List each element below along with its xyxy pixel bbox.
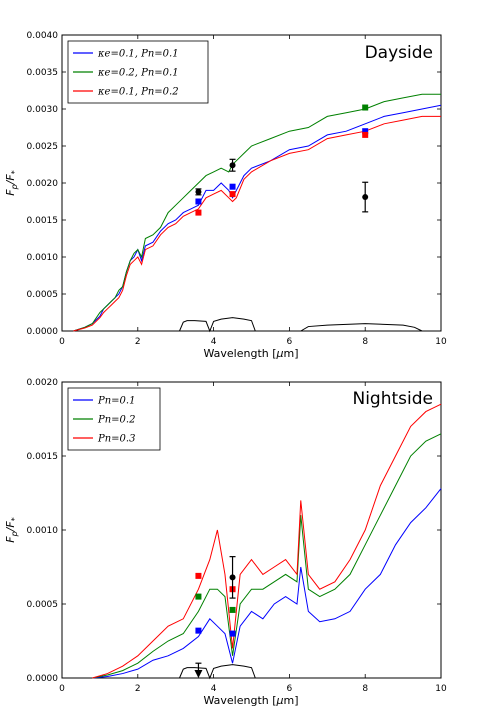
filter-response-curve	[179, 664, 256, 680]
x-tick-label: 2	[135, 684, 141, 694]
observed-point	[195, 188, 202, 195]
x-tick-label: 10	[435, 684, 447, 694]
y-tick-label: 0.0005	[27, 290, 59, 300]
model-band-point	[229, 183, 236, 190]
model-band-point	[362, 128, 369, 135]
legend-label: Pn=0.3	[97, 434, 135, 445]
nightside-series-lines	[92, 403, 442, 679]
y-tick-label: 0.0015	[27, 452, 59, 462]
model-band-point	[229, 191, 236, 198]
y-tick-label: 0.0015	[27, 216, 59, 226]
x-tick-label: 0	[59, 684, 65, 694]
y-tick-label: 0.0000	[27, 674, 59, 684]
nightside-legend: Pn=0.1 Pn=0.2 Pn=0.3	[67, 387, 161, 451]
filter-response-curve	[300, 323, 423, 332]
observed-point	[362, 194, 369, 201]
legend-label: Pn=0.1	[97, 396, 135, 407]
dayside-model-points	[195, 104, 369, 216]
y-tick-label: 0.0005	[27, 600, 59, 610]
model-band-point	[195, 627, 202, 634]
filter-response-curve	[179, 317, 256, 333]
x-tick-label: 10	[435, 337, 447, 347]
model-band-point	[362, 104, 369, 111]
series-line	[73, 115, 441, 332]
series-line	[92, 488, 442, 679]
dayside-observations	[195, 158, 369, 213]
x-tick-label: 8	[362, 684, 368, 694]
x-tick-label: 4	[211, 337, 217, 347]
nightside-title: Nightside	[352, 389, 433, 409]
nightside-ylabel: Fp/F*	[4, 517, 19, 542]
y-tick-label: 0.0030	[27, 105, 59, 115]
upper-limit-arrow-icon	[194, 670, 203, 678]
nightside-ticks: 0 2 4 6 8 10 0.0000 0.0005 0.0010 0.0015 0.0020	[27, 378, 447, 694]
model-band-point	[229, 606, 236, 613]
x-tick-label: 8	[362, 337, 368, 347]
dayside-ylabel: Fp/F*	[4, 170, 19, 195]
model-band-point	[195, 198, 202, 205]
nightside-xlabel: Wavelength [μm]	[203, 694, 298, 707]
dayside-legend: κe=0.1, Pn=0.1 κe=0.2, Pn=0.1 κe=0.1, Pn=0…	[67, 40, 209, 104]
y-tick-label: 0.0010	[27, 526, 59, 536]
nightside-filter-curves	[179, 664, 256, 680]
legend-label: κe=0.1, Pn=0.1	[97, 49, 179, 60]
model-band-point	[195, 593, 202, 600]
x-tick-label: 4	[211, 684, 217, 694]
y-tick-label: 0.0035	[27, 68, 59, 78]
y-tick-label: 0.0025	[27, 142, 59, 152]
y-tick-label: 0.0020	[27, 378, 59, 388]
y-tick-label: 0.0020	[27, 179, 59, 189]
dayside-panel: 0 2 4 6 8 10 0.0000 0.0005 0.0010 0.0015 0.0020 0.0…	[4, 31, 447, 360]
nightside-observations	[194, 556, 236, 678]
model-band-point	[195, 572, 202, 579]
x-tick-label: 6	[287, 684, 293, 694]
dayside-ticks: 0 2 4 6 8 10 0.0000 0.0005 0.0010 0.0015 0.0020 0.0…	[27, 31, 447, 347]
nightside-panel: 0 2 4 6 8 10 0.0000 0.0005 0.0010 0.0015 0.0020 Ni…	[4, 378, 447, 707]
dayside-xlabel: Wavelength [μm]	[203, 347, 298, 360]
x-tick-label: 2	[135, 337, 141, 347]
model-band-point	[229, 630, 236, 637]
legend-label: κe=0.2, Pn=0.1	[97, 68, 179, 79]
y-tick-label: 0.0040	[27, 31, 59, 41]
legend-label: κe=0.1, Pn=0.2	[97, 87, 179, 98]
series-line	[73, 93, 441, 332]
legend-label: Pn=0.2	[97, 415, 135, 426]
y-tick-label: 0.0000	[27, 327, 59, 337]
model-band-point	[362, 131, 369, 138]
series-line	[92, 403, 442, 679]
dayside-title: Dayside	[365, 43, 433, 63]
observed-point	[229, 574, 236, 581]
dayside-series-lines	[73, 93, 442, 332]
series-line	[92, 433, 442, 679]
observed-point	[229, 162, 236, 169]
y-tick-label: 0.0010	[27, 253, 59, 263]
dayside-filter-curves	[179, 317, 423, 333]
model-band-point	[195, 209, 202, 216]
x-tick-label: 6	[287, 337, 293, 347]
x-tick-label: 0	[59, 337, 65, 347]
